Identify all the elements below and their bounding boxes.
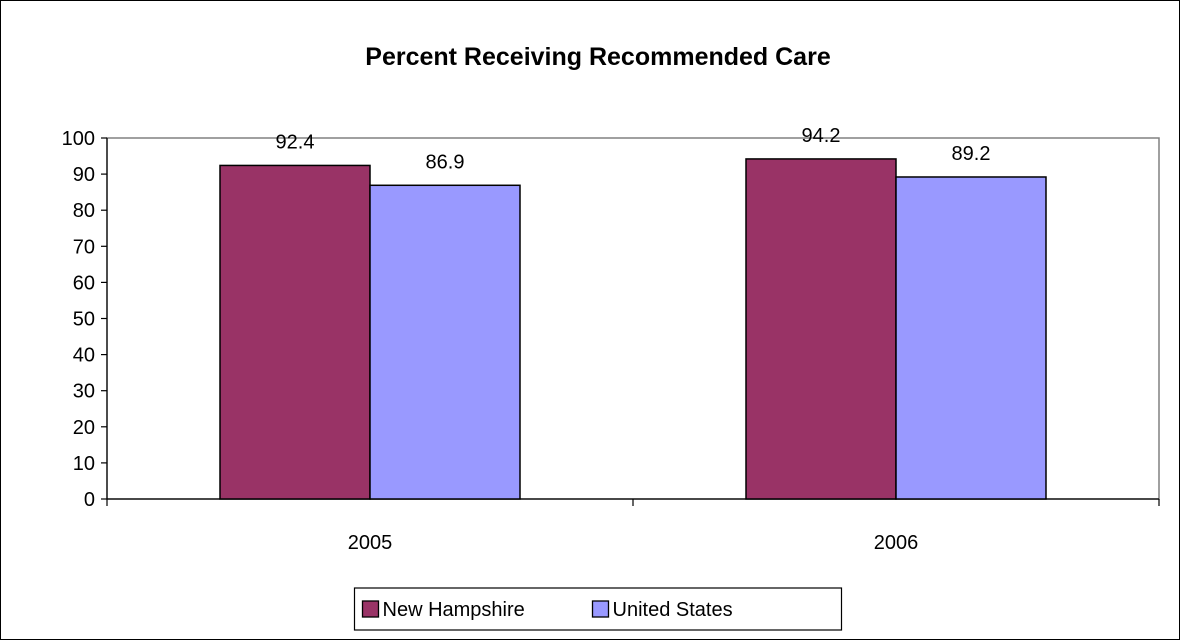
chart-title: Percent Receiving Recommended Care	[365, 43, 831, 71]
legend-label: New Hampshire	[383, 599, 525, 621]
data-label: 94.2	[802, 125, 841, 147]
y-tick-label: 10	[73, 453, 95, 475]
bar-united-states-2006	[895, 176, 1047, 500]
y-tick-label: 80	[73, 200, 95, 222]
data-label: 92.4	[276, 131, 315, 153]
y-tick-label: 70	[73, 236, 95, 258]
legend: New Hampshire United States	[353, 587, 843, 631]
y-tick-label: 0	[84, 489, 95, 511]
y-tick-label: 20	[73, 417, 95, 439]
bar-new-hampshire-2006	[745, 158, 897, 500]
y-tick-label: 30	[73, 381, 95, 403]
plot-area: 0 10 20 30 40 50 60 70 80 90 100 2005 92.4 86.9 2006 94…	[62, 125, 1160, 554]
bar-new-hampshire-2005	[219, 164, 371, 500]
y-tick-label: 40	[73, 345, 95, 367]
legend-label: United States	[613, 599, 733, 621]
y-tick-label: 90	[73, 164, 95, 186]
data-label: 86.9	[426, 151, 465, 173]
legend-swatch	[591, 600, 610, 618]
y-tick-label: 50	[73, 309, 95, 331]
bar-united-states-2005	[369, 184, 521, 500]
data-label: 89.2	[952, 143, 991, 165]
x-tick-label: 2006	[874, 532, 919, 554]
y-tick-label: 60	[73, 272, 95, 294]
x-tick-label: 2005	[348, 532, 393, 554]
legend-swatch	[361, 600, 380, 618]
y-tick-label: 100	[62, 128, 95, 150]
